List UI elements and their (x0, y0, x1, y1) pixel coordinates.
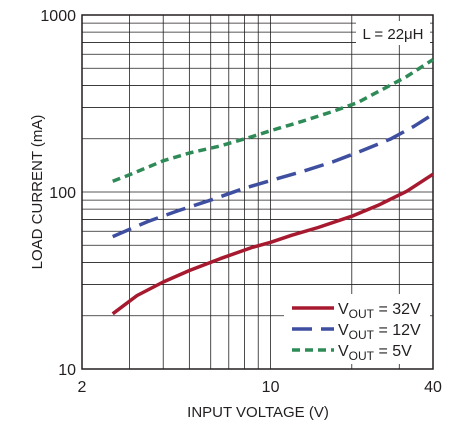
x-tick-label: 2 (78, 379, 87, 396)
series-layer (111, 58, 434, 316)
annotation-background (356, 21, 430, 45)
y-axis-title: LOAD CURRENT (mA) (29, 115, 46, 270)
legend-label: VOUT = 12V (338, 322, 421, 342)
series-line-12V (112, 112, 434, 239)
y-tick-label: 1000 (40, 8, 76, 25)
series-line-32V (111, 172, 434, 316)
y-tick-labels: 10 100 1000 (40, 8, 76, 379)
y-tick-label: 10 (58, 362, 76, 379)
plot-frame (81, 14, 434, 370)
x-axis-title: INPUT VOLTAGE (V) (187, 404, 329, 421)
x-tick-label: 10 (262, 379, 280, 396)
inductance-annotation: L = 22μH (356, 21, 430, 45)
x-tick-labels: 2 10 40 (78, 379, 442, 396)
legend-label: VOUT = 32V (338, 301, 421, 321)
series-line-5V (112, 58, 434, 183)
legend-label: VOUT = 5V (338, 343, 412, 363)
y-tick-label: 100 (49, 185, 76, 202)
annotation-text: L = 22μH (362, 26, 423, 43)
x-tick-label: 40 (424, 379, 442, 396)
